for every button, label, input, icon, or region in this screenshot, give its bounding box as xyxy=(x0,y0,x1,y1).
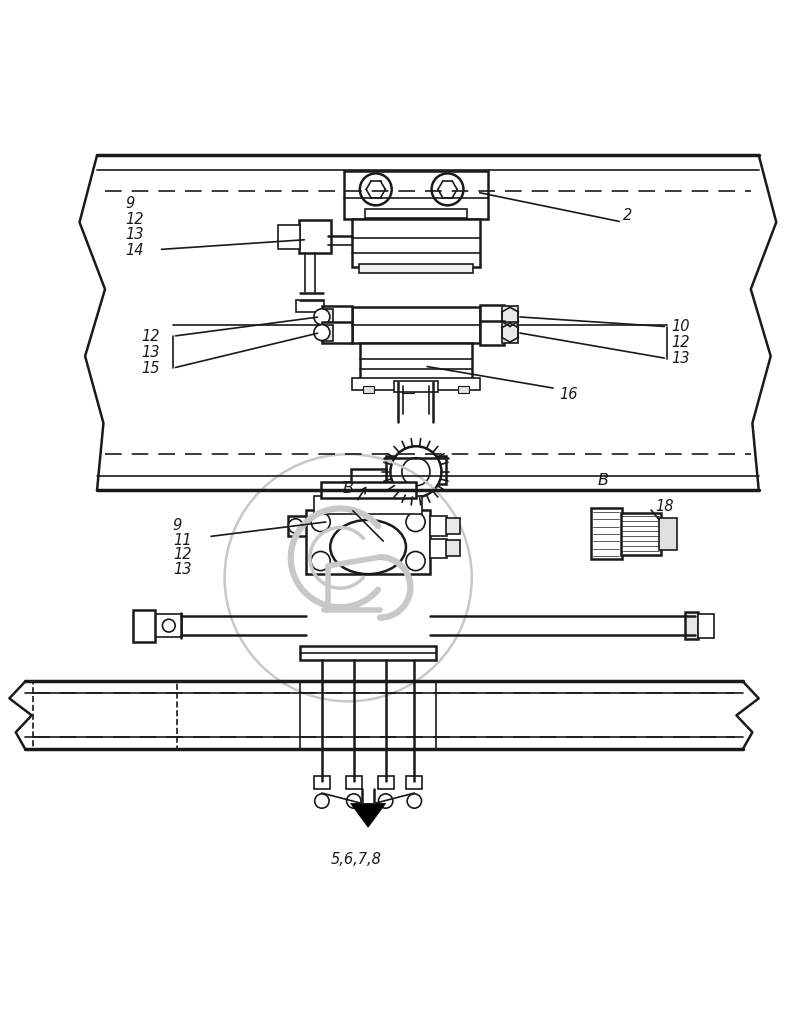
Bar xyxy=(352,219,480,267)
Text: 12: 12 xyxy=(173,547,191,563)
Text: 15: 15 xyxy=(141,361,159,376)
Bar xyxy=(346,776,362,789)
Bar xyxy=(322,309,333,324)
Circle shape xyxy=(378,794,393,808)
Bar xyxy=(322,322,352,343)
Circle shape xyxy=(406,513,425,531)
Text: 9: 9 xyxy=(125,196,134,210)
Bar xyxy=(344,171,488,219)
Bar xyxy=(350,469,386,484)
Text: 13: 13 xyxy=(125,228,143,242)
Bar xyxy=(278,225,300,249)
Bar xyxy=(446,541,460,556)
Text: 2: 2 xyxy=(623,207,633,223)
Bar xyxy=(298,220,330,254)
Bar xyxy=(365,208,467,219)
Bar xyxy=(352,378,480,391)
Bar xyxy=(360,343,472,382)
Bar xyxy=(480,305,504,328)
Bar xyxy=(34,682,177,749)
Bar xyxy=(591,508,622,559)
Polygon shape xyxy=(350,803,386,828)
Bar xyxy=(502,307,518,327)
Bar xyxy=(358,264,474,274)
Bar xyxy=(406,776,422,789)
Bar xyxy=(458,386,470,393)
Text: 5,6,7,8: 5,6,7,8 xyxy=(330,852,382,867)
Circle shape xyxy=(360,173,392,205)
Text: 13: 13 xyxy=(141,345,159,359)
Bar xyxy=(430,539,447,557)
Circle shape xyxy=(314,794,329,808)
Bar xyxy=(502,322,518,343)
Bar xyxy=(321,482,415,498)
Text: B: B xyxy=(598,473,609,488)
Text: 16: 16 xyxy=(559,386,578,402)
Circle shape xyxy=(431,173,463,205)
Text: 18: 18 xyxy=(655,498,674,514)
Bar xyxy=(287,516,308,536)
Ellipse shape xyxy=(330,520,406,574)
Bar xyxy=(314,776,330,789)
Bar xyxy=(386,456,446,484)
Circle shape xyxy=(390,447,442,497)
Bar xyxy=(362,386,374,393)
Text: 12: 12 xyxy=(141,328,159,344)
Circle shape xyxy=(162,620,175,632)
Circle shape xyxy=(311,551,330,571)
Bar xyxy=(295,300,324,312)
Circle shape xyxy=(311,513,330,531)
Bar xyxy=(698,613,714,637)
Bar xyxy=(322,307,352,327)
Text: 12: 12 xyxy=(671,335,690,350)
Circle shape xyxy=(356,514,380,538)
Bar xyxy=(480,320,504,345)
Circle shape xyxy=(346,794,361,808)
Bar xyxy=(402,386,414,393)
Circle shape xyxy=(338,495,398,556)
Text: 10: 10 xyxy=(671,319,690,335)
Circle shape xyxy=(288,519,302,534)
Text: 11: 11 xyxy=(173,533,191,548)
Bar xyxy=(300,645,436,660)
Text: 12: 12 xyxy=(125,211,143,227)
Bar xyxy=(352,307,480,343)
Bar xyxy=(378,776,394,789)
Bar xyxy=(314,496,422,514)
Text: 13: 13 xyxy=(173,562,191,576)
Text: 14: 14 xyxy=(125,243,143,258)
Bar xyxy=(153,614,182,637)
Circle shape xyxy=(314,309,330,324)
Bar xyxy=(686,612,698,639)
Text: 13: 13 xyxy=(671,351,690,366)
Bar xyxy=(344,482,392,499)
Text: 9: 9 xyxy=(173,518,182,534)
Bar xyxy=(430,516,447,536)
Bar xyxy=(446,518,460,534)
Circle shape xyxy=(406,551,425,571)
Circle shape xyxy=(314,324,330,341)
Circle shape xyxy=(305,513,330,539)
Text: B: B xyxy=(342,481,354,495)
Bar xyxy=(621,513,661,554)
Bar xyxy=(322,324,333,341)
Circle shape xyxy=(407,794,422,808)
Bar xyxy=(133,609,155,641)
Bar xyxy=(659,518,677,550)
Bar xyxy=(394,381,438,392)
Bar xyxy=(306,510,430,574)
Circle shape xyxy=(402,458,430,486)
Circle shape xyxy=(311,520,324,533)
Circle shape xyxy=(349,507,388,546)
